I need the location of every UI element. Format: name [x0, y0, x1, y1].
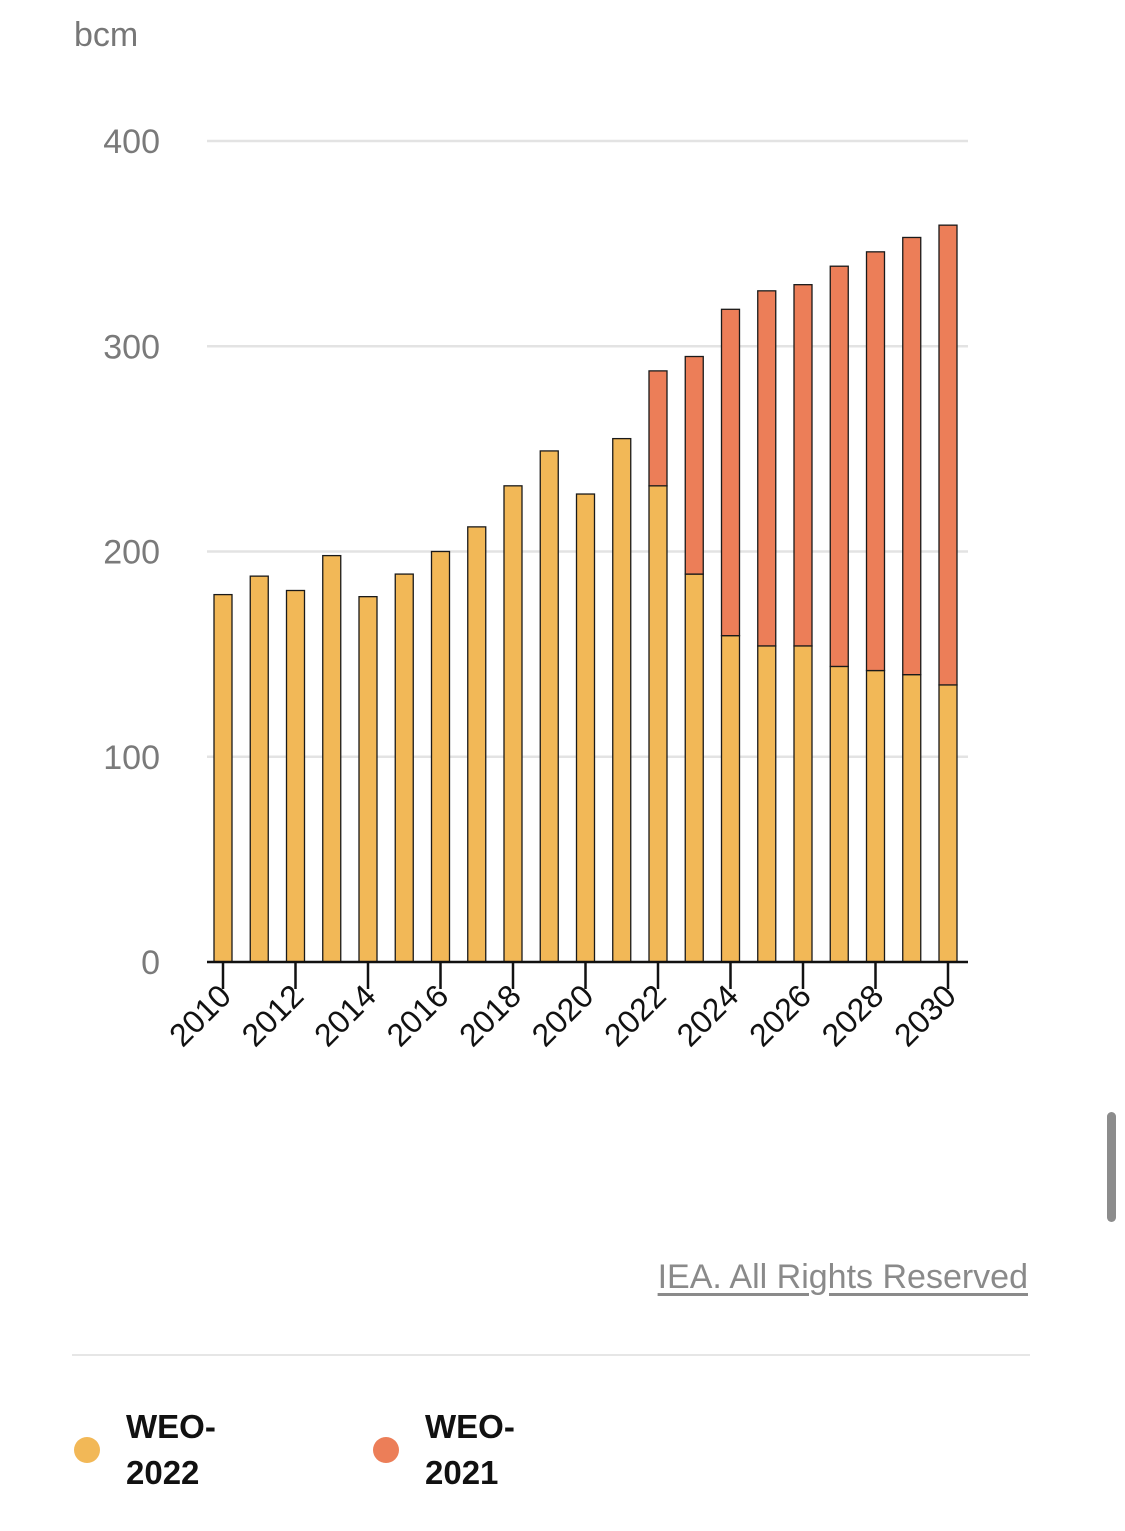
legend-dot-weo-2021	[373, 1437, 399, 1463]
y-tick-label-300: 300	[103, 328, 160, 366]
divider	[72, 1354, 1030, 1356]
bar-weo-2021-2022[interactable]	[648, 370, 668, 487]
x-tick-label-2030: 2030	[887, 977, 963, 1053]
credit-link[interactable]: IEA. All Rights Reserved	[657, 1258, 1028, 1296]
y-tick-label-400: 400	[103, 123, 160, 161]
y-axis-unit-label: bcm	[74, 16, 139, 54]
x-tick-label-2026: 2026	[742, 977, 818, 1053]
legend-dot-weo-2022	[74, 1437, 100, 1463]
x-tick-label-2024: 2024	[670, 977, 746, 1053]
bar-weo-2022-2024[interactable]	[720, 635, 741, 963]
bar-weo-2021-2029[interactable]	[902, 236, 922, 676]
x-tick-label-2020: 2020	[525, 977, 601, 1053]
scrollbar-thumb[interactable]	[1107, 1112, 1116, 1222]
bar-weo-2022-2030[interactable]	[938, 684, 958, 963]
x-tick-label-2012: 2012	[235, 977, 311, 1053]
bar-weo-2022-2012[interactable]	[285, 589, 306, 963]
y-tick-label-0: 0	[141, 944, 160, 982]
bar-weo-2022-2025[interactable]	[757, 645, 777, 963]
legend-label-weo-2021: WEO-2021	[425, 1408, 515, 1491]
bar-weo-2022-2023[interactable]	[684, 573, 704, 963]
bar-weo-2022-2013[interactable]	[322, 554, 342, 963]
bar-weo-2021-2028[interactable]	[865, 251, 886, 672]
bars	[213, 224, 958, 963]
bar-weo-2021-2024[interactable]	[720, 308, 741, 637]
x-tick-label-2010: 2010	[162, 977, 238, 1053]
bar-weo-2022-2029[interactable]	[902, 674, 922, 963]
bar-weo-2021-2030[interactable]	[938, 224, 958, 686]
bar-weo-2022-2027[interactable]	[829, 665, 849, 963]
bar-weo-2022-2018[interactable]	[503, 485, 523, 963]
bar-weo-2021-2027[interactable]	[829, 265, 849, 668]
bar-weo-2021-2026[interactable]	[793, 284, 813, 647]
y-tick-label-100: 100	[103, 739, 160, 777]
x-tick-label-2022: 2022	[597, 977, 673, 1053]
bar-weo-2022-2015[interactable]	[394, 573, 414, 963]
y-axis-ticks: 0 100 200 300 400	[103, 123, 160, 982]
bar-weo-2022-2017[interactable]	[467, 526, 487, 963]
bar-weo-2022-2014[interactable]	[358, 596, 378, 963]
bar-weo-2022-2019[interactable]	[539, 450, 559, 963]
legend-label-weo-2022: WEO-2022	[126, 1408, 216, 1491]
x-tick-label-2018: 2018	[452, 977, 528, 1053]
x-axis: 2010201220142016201820202022202420262028…	[162, 960, 968, 1053]
bar-weo-2021-2025[interactable]	[757, 290, 777, 647]
legend-item-weo-2022[interactable]: WEO-2022	[74, 1404, 236, 1496]
bar-weo-2022-2021[interactable]	[612, 437, 632, 963]
bar-weo-2022-2026[interactable]	[793, 645, 813, 963]
y-tick-label-200: 200	[103, 534, 160, 572]
bar-weo-2022-2020[interactable]	[575, 493, 596, 963]
x-tick-label-2014: 2014	[307, 977, 383, 1053]
bar-weo-2022-2022[interactable]	[648, 485, 668, 963]
bar-weo-2022-2011[interactable]	[249, 575, 269, 963]
bar-weo-2022-2016[interactable]	[430, 550, 451, 963]
legend-item-weo-2021[interactable]: WEO-2021	[373, 1404, 535, 1496]
bar-weo-2021-2023[interactable]	[684, 355, 704, 575]
bar-weo-2022-2010[interactable]	[213, 593, 233, 963]
bar-weo-2022-2028[interactable]	[865, 669, 886, 963]
x-tick-label-2016: 2016	[380, 977, 456, 1053]
x-tick-label-2028: 2028	[815, 977, 891, 1053]
